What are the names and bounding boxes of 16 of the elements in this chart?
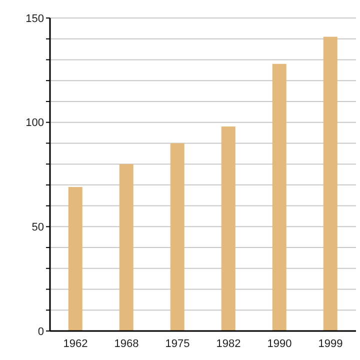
x-tick-label: 1968 xyxy=(114,338,139,350)
bar xyxy=(221,126,236,331)
bar xyxy=(119,164,134,331)
x-tick-label: 1990 xyxy=(267,338,292,350)
bar xyxy=(272,64,286,331)
y-tick-label: 150 xyxy=(26,12,44,25)
x-tick-label: 1975 xyxy=(165,338,190,350)
bar xyxy=(68,187,82,331)
bar xyxy=(323,36,338,331)
bar xyxy=(170,143,184,331)
x-tick-label: 1962 xyxy=(63,338,88,350)
x-tick-label: 1999 xyxy=(318,338,343,350)
y-tick-label: 100 xyxy=(26,117,44,130)
y-tick-label: 50 xyxy=(32,222,44,234)
x-tick-label: 1982 xyxy=(216,338,241,350)
y-tick-label: 0 xyxy=(38,326,44,338)
